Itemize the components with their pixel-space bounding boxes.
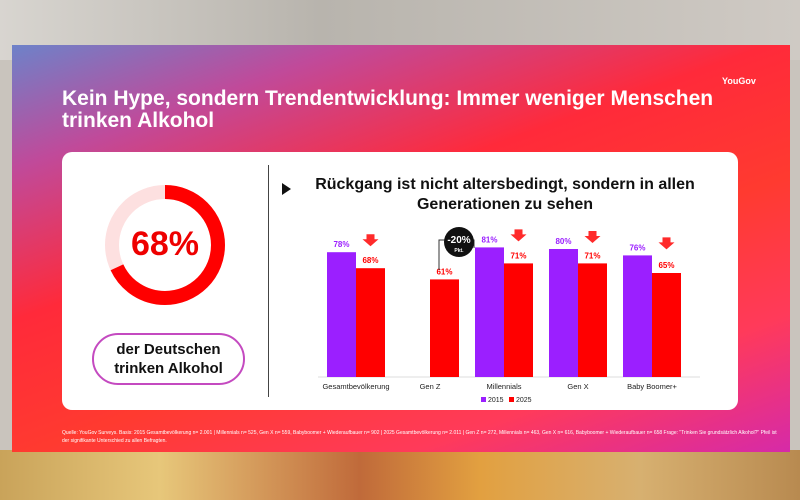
data-label: 81% <box>481 235 497 244</box>
data-label: 61% <box>436 267 452 276</box>
kpi-label: der Deutschen trinken Alkohol <box>92 333 245 385</box>
bar-2025 <box>356 268 385 377</box>
x-tick-label: Gen Z <box>420 382 441 391</box>
bar-2015 <box>475 247 504 377</box>
data-label: 71% <box>510 251 526 260</box>
legend-label: 2025 <box>516 397 532 404</box>
chart-title: Rückgang ist nicht altersbedingt, sonder… <box>315 176 695 213</box>
background-photo-fruits <box>0 450 800 500</box>
x-tick-label: Baby Boomer+ <box>627 382 677 391</box>
data-label: 71% <box>584 251 600 260</box>
bar-2015 <box>327 252 356 377</box>
bar-2025 <box>504 263 533 377</box>
bar-2015 <box>623 255 652 377</box>
down-arrow-icon <box>510 229 527 242</box>
down-arrow-icon <box>658 237 675 250</box>
donut-value-arc <box>105 185 225 305</box>
down-arrow-icon <box>362 234 379 247</box>
data-label: 65% <box>658 261 674 270</box>
x-tick-label: Gesamtbevölkerung <box>322 382 389 391</box>
data-label: 78% <box>333 240 349 249</box>
donut-chart <box>105 185 225 305</box>
footnote: Quelle: YouGov Surveys. Basis: 2015 Gesa… <box>62 430 777 444</box>
data-label: 76% <box>629 243 645 252</box>
annotation-value: -20% <box>447 235 470 246</box>
x-tick-label: Gen X <box>567 382 588 391</box>
down-arrow-icon <box>584 231 601 243</box>
bar-2025 <box>652 273 681 377</box>
data-label: 80% <box>555 237 571 246</box>
annotation-unit: Pkt. <box>454 248 464 254</box>
x-tick-label: Millennials <box>486 382 521 391</box>
legend-swatch <box>509 397 514 402</box>
data-label: 68% <box>362 256 378 265</box>
slide-title: Kein Hype, sondern Trendentwicklung: Imm… <box>62 87 714 132</box>
legend-swatch <box>481 397 486 402</box>
bar-2025 <box>578 263 607 377</box>
bar-2025 <box>430 279 459 377</box>
yougov-logo: YouGov <box>722 76 756 86</box>
bar-2015 <box>549 249 578 377</box>
kpi-value: 68% <box>130 225 200 263</box>
divider <box>268 165 269 397</box>
pointer-triangle-icon <box>282 183 291 195</box>
legend-label: 2015 <box>488 397 504 404</box>
annotation-badge <box>444 227 474 257</box>
